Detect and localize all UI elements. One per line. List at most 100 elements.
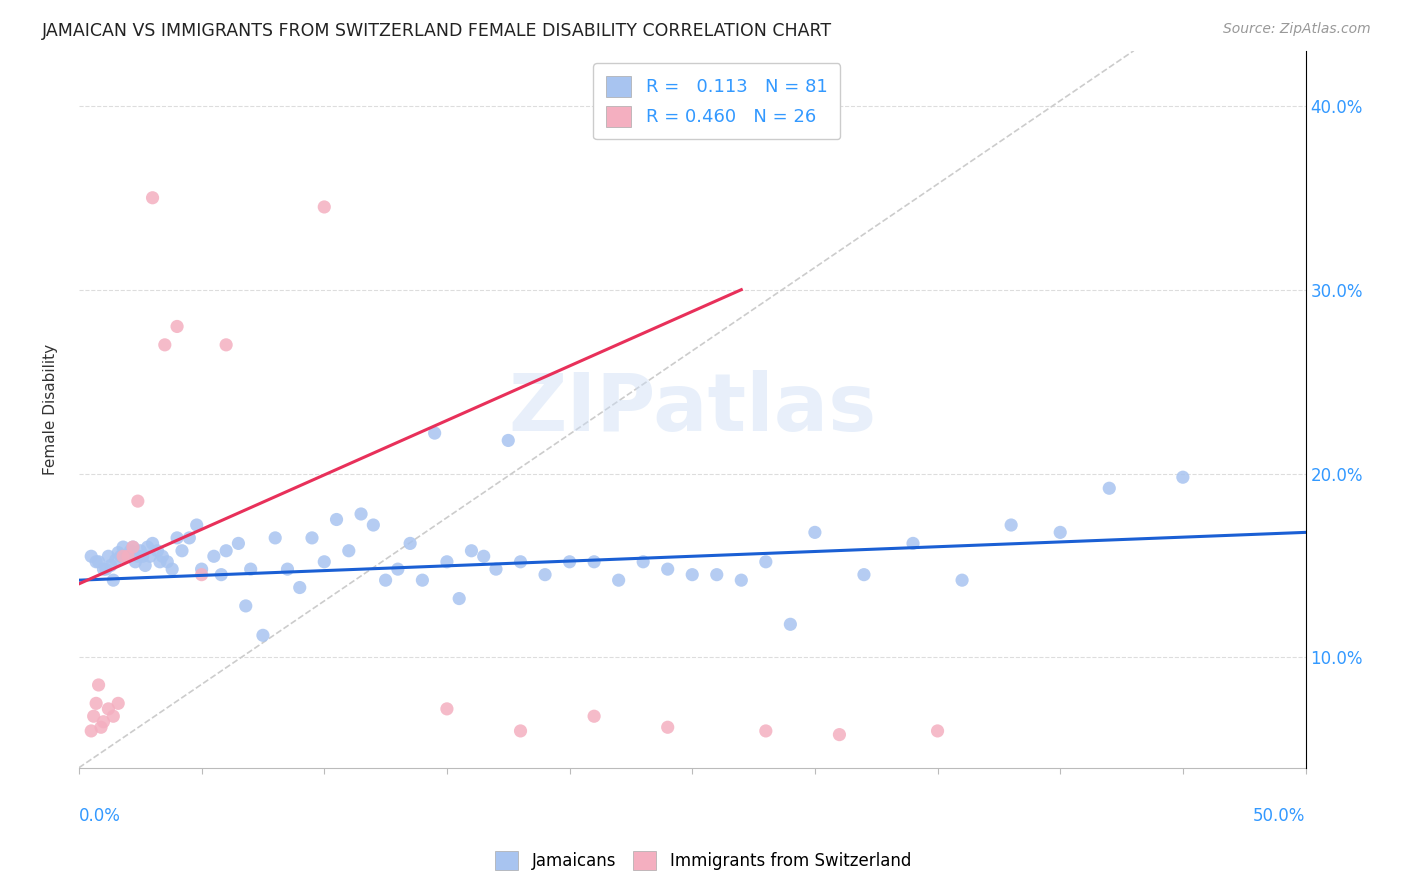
Point — [706, 567, 728, 582]
Point — [112, 549, 135, 564]
Point — [1171, 470, 1194, 484]
Point — [84, 697, 107, 711]
Point — [681, 567, 703, 582]
Y-axis label: Female Disability: Female Disability — [44, 343, 58, 475]
Point — [80, 723, 103, 738]
Point — [215, 338, 238, 352]
Point — [153, 338, 176, 352]
Point — [114, 549, 136, 564]
Point — [83, 709, 105, 723]
Point — [124, 555, 146, 569]
Point — [325, 512, 347, 526]
Point — [107, 697, 129, 711]
Point — [117, 549, 139, 564]
Point — [301, 531, 323, 545]
Point — [399, 536, 422, 550]
Point — [927, 723, 949, 738]
Point — [950, 573, 973, 587]
Point — [100, 558, 122, 573]
Point — [337, 543, 360, 558]
Point — [186, 518, 208, 533]
Point — [436, 702, 458, 716]
Point — [156, 555, 179, 569]
Point — [485, 562, 508, 576]
Point — [170, 543, 193, 558]
Point — [141, 536, 163, 550]
Text: ZIPatlas: ZIPatlas — [508, 370, 876, 448]
Point — [235, 599, 257, 613]
Point — [103, 709, 125, 723]
Point — [583, 555, 606, 569]
Point — [104, 553, 127, 567]
Point — [239, 562, 262, 576]
Point — [755, 555, 778, 569]
Point — [449, 591, 471, 606]
Point — [103, 573, 125, 587]
Point — [631, 555, 654, 569]
Point — [84, 555, 107, 569]
Point — [134, 558, 156, 573]
Point — [202, 549, 225, 564]
Point — [129, 543, 152, 558]
Point — [228, 536, 250, 550]
Point — [150, 549, 173, 564]
Text: 0.0%: 0.0% — [79, 807, 121, 825]
Text: JAMAICAN VS IMMIGRANTS FROM SWITZERLAND FEMALE DISABILITY CORRELATION CHART: JAMAICAN VS IMMIGRANTS FROM SWITZERLAND … — [42, 22, 832, 40]
Point — [107, 546, 129, 560]
Point — [264, 531, 287, 545]
Point — [127, 549, 149, 564]
Point — [779, 617, 801, 632]
Point — [139, 549, 162, 564]
Point — [132, 549, 155, 564]
Point — [730, 573, 752, 587]
Point — [117, 549, 139, 564]
Point — [288, 581, 311, 595]
Point — [166, 531, 188, 545]
Point — [112, 540, 135, 554]
Point — [87, 678, 110, 692]
Point — [460, 543, 482, 558]
Point — [350, 507, 373, 521]
Point — [828, 728, 851, 742]
Legend: Jamaicans, Immigrants from Switzerland: Jamaicans, Immigrants from Switzerland — [488, 844, 918, 877]
Point — [436, 555, 458, 569]
Point — [215, 543, 238, 558]
Point — [120, 543, 142, 558]
Point — [472, 549, 495, 564]
Point — [314, 555, 336, 569]
Point — [97, 549, 120, 564]
Point — [127, 494, 149, 508]
Point — [901, 536, 924, 550]
Point — [496, 434, 519, 448]
Point — [755, 723, 778, 738]
Point — [94, 562, 117, 576]
Text: 50.0%: 50.0% — [1253, 807, 1306, 825]
Point — [141, 191, 163, 205]
Point — [166, 319, 188, 334]
Point — [657, 720, 679, 734]
Point — [607, 573, 630, 587]
Point — [93, 714, 115, 729]
Point — [509, 723, 531, 738]
Point — [363, 518, 385, 533]
Point — [87, 555, 110, 569]
Point — [558, 555, 581, 569]
Point — [160, 562, 183, 576]
Point — [657, 562, 679, 576]
Point — [314, 200, 336, 214]
Point — [122, 540, 145, 554]
Point — [1000, 518, 1022, 533]
Point — [209, 567, 232, 582]
Point — [179, 531, 201, 545]
Point — [276, 562, 298, 576]
Point — [852, 567, 875, 582]
Point — [374, 573, 396, 587]
Point — [252, 628, 274, 642]
Point — [93, 562, 115, 576]
Point — [190, 567, 212, 582]
Point — [97, 702, 120, 716]
Point — [509, 555, 531, 569]
Point — [149, 555, 172, 569]
Point — [190, 562, 212, 576]
Point — [411, 573, 433, 587]
